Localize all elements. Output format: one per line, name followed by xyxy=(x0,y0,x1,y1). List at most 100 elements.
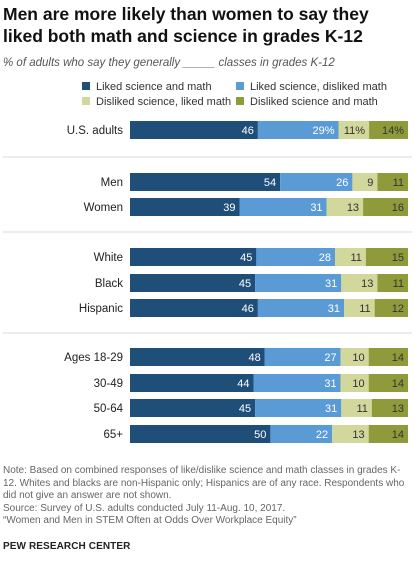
legend-item-liked-science: Liked science, disliked math xyxy=(236,81,387,94)
bar-segment xyxy=(256,248,335,266)
data-label: 45 xyxy=(240,252,252,264)
bar-segment xyxy=(130,274,256,292)
data-label: 11 xyxy=(356,403,367,415)
category-label: Women xyxy=(84,202,123,214)
bar-segment xyxy=(239,198,327,216)
category-label: U.S. adults xyxy=(67,125,123,137)
bar-segment xyxy=(130,173,281,191)
bar-segment xyxy=(374,299,408,317)
data-label: 14 xyxy=(392,352,404,364)
bar-segment xyxy=(368,374,408,392)
data-label: 29% xyxy=(312,125,334,137)
bar-segment xyxy=(257,299,345,317)
pew-logo: PEW RESEARCH CENTER xyxy=(3,541,131,552)
chart-notes: Note: Based on combined responses of lik… xyxy=(3,465,411,528)
data-label: 11 xyxy=(393,177,404,189)
bar-segment xyxy=(344,299,375,317)
data-label: 28 xyxy=(319,252,331,264)
source-text: Source: Survey of U.S. adults conducted … xyxy=(3,502,286,514)
bar-segment xyxy=(130,425,271,443)
bar-segment xyxy=(253,374,341,392)
data-label: 54 xyxy=(264,177,276,189)
data-label: 11 xyxy=(359,303,370,315)
legend-label: Disliked science and math xyxy=(250,96,378,108)
data-label: 50 xyxy=(254,429,266,441)
data-label: 10 xyxy=(352,378,364,390)
legend-item-liked-math: Disliked science, liked math xyxy=(82,96,231,109)
bar-segment xyxy=(280,173,353,191)
bar-segment xyxy=(270,425,333,443)
legend-swatch xyxy=(82,82,90,90)
bar-segment xyxy=(368,425,408,443)
legend-item-disliked-both: Disliked science and math xyxy=(236,96,378,109)
bar-segment xyxy=(371,399,408,417)
category-label: Black xyxy=(95,278,123,290)
report-title: “Women and Men in STEM Often at Odds Ove… xyxy=(3,515,297,526)
bar-segment xyxy=(255,274,342,292)
bar-segment xyxy=(130,248,257,266)
data-label: 13 xyxy=(352,429,364,441)
data-label: 46 xyxy=(242,125,254,137)
category-label: Ages 18-29 xyxy=(64,352,123,364)
data-label: 16 xyxy=(392,202,404,214)
bar-segment xyxy=(130,198,240,216)
legend-label: Liked science, disliked math xyxy=(250,81,387,93)
bar-segment xyxy=(332,425,369,443)
data-label: 10 xyxy=(352,352,364,364)
data-label: 31 xyxy=(325,278,337,290)
data-label: 12 xyxy=(392,303,404,315)
bar-segment xyxy=(352,173,378,191)
chart-title: Men are more likely than women to say th… xyxy=(3,4,369,46)
data-label: 11 xyxy=(350,252,361,264)
data-label: 11% xyxy=(344,125,365,137)
data-label: 31 xyxy=(310,202,322,214)
data-label: 9 xyxy=(367,177,373,189)
bar-segment xyxy=(368,348,408,366)
data-label: 31 xyxy=(328,303,340,315)
bar-segment xyxy=(334,248,366,266)
data-label: 44 xyxy=(237,378,249,390)
data-label: 27 xyxy=(324,352,336,364)
legend-swatch xyxy=(236,97,244,105)
legend-label: Disliked science, liked math xyxy=(96,96,232,108)
data-label: 13 xyxy=(361,278,373,290)
data-label: 31 xyxy=(324,378,336,390)
data-label: 26 xyxy=(336,177,348,189)
data-label: 15 xyxy=(392,252,404,264)
data-label: 14 xyxy=(392,378,404,390)
note-text: Note: Based on combined responses of lik… xyxy=(3,465,405,501)
category-label: 50-64 xyxy=(94,403,124,415)
chart-subtitle: % of adults who say they generally _____… xyxy=(3,57,335,69)
data-label: 45 xyxy=(239,278,251,290)
bar-segment xyxy=(340,348,369,366)
bar-segment xyxy=(264,348,341,366)
data-label: 13 xyxy=(347,202,359,214)
bar-segment xyxy=(377,274,408,292)
data-label: 14 xyxy=(392,429,404,441)
data-label: 48 xyxy=(249,352,261,364)
category-label: 65+ xyxy=(103,429,123,441)
data-label: 11 xyxy=(393,278,404,290)
bar-segment xyxy=(363,198,408,216)
bar-segment xyxy=(377,173,408,191)
data-label: 46 xyxy=(242,303,254,315)
data-label: 31 xyxy=(325,403,337,415)
bar-segment xyxy=(338,121,370,139)
bar-segment xyxy=(341,399,372,417)
category-label: 30-49 xyxy=(94,378,123,390)
bar-segment xyxy=(326,198,364,216)
category-label: White xyxy=(94,252,123,264)
bar-segment xyxy=(341,274,378,292)
bar-segment xyxy=(130,399,256,417)
bar-segment xyxy=(255,399,342,417)
legend-swatch xyxy=(236,82,244,90)
legend-item-liked-both: Liked science and math xyxy=(82,81,212,94)
bar-segment xyxy=(369,121,408,139)
data-label: 39 xyxy=(223,202,235,214)
data-label: 22 xyxy=(316,429,328,441)
legend-label: Liked science and math xyxy=(96,81,212,93)
data-label: 13 xyxy=(392,403,404,415)
stacked-bar-chart: U.S. adults 46 29% 11% 14% Men 54 26 9 11 Women 39 3… xyxy=(3,121,412,443)
legend-swatch xyxy=(82,97,90,105)
bar-segment xyxy=(130,348,265,366)
